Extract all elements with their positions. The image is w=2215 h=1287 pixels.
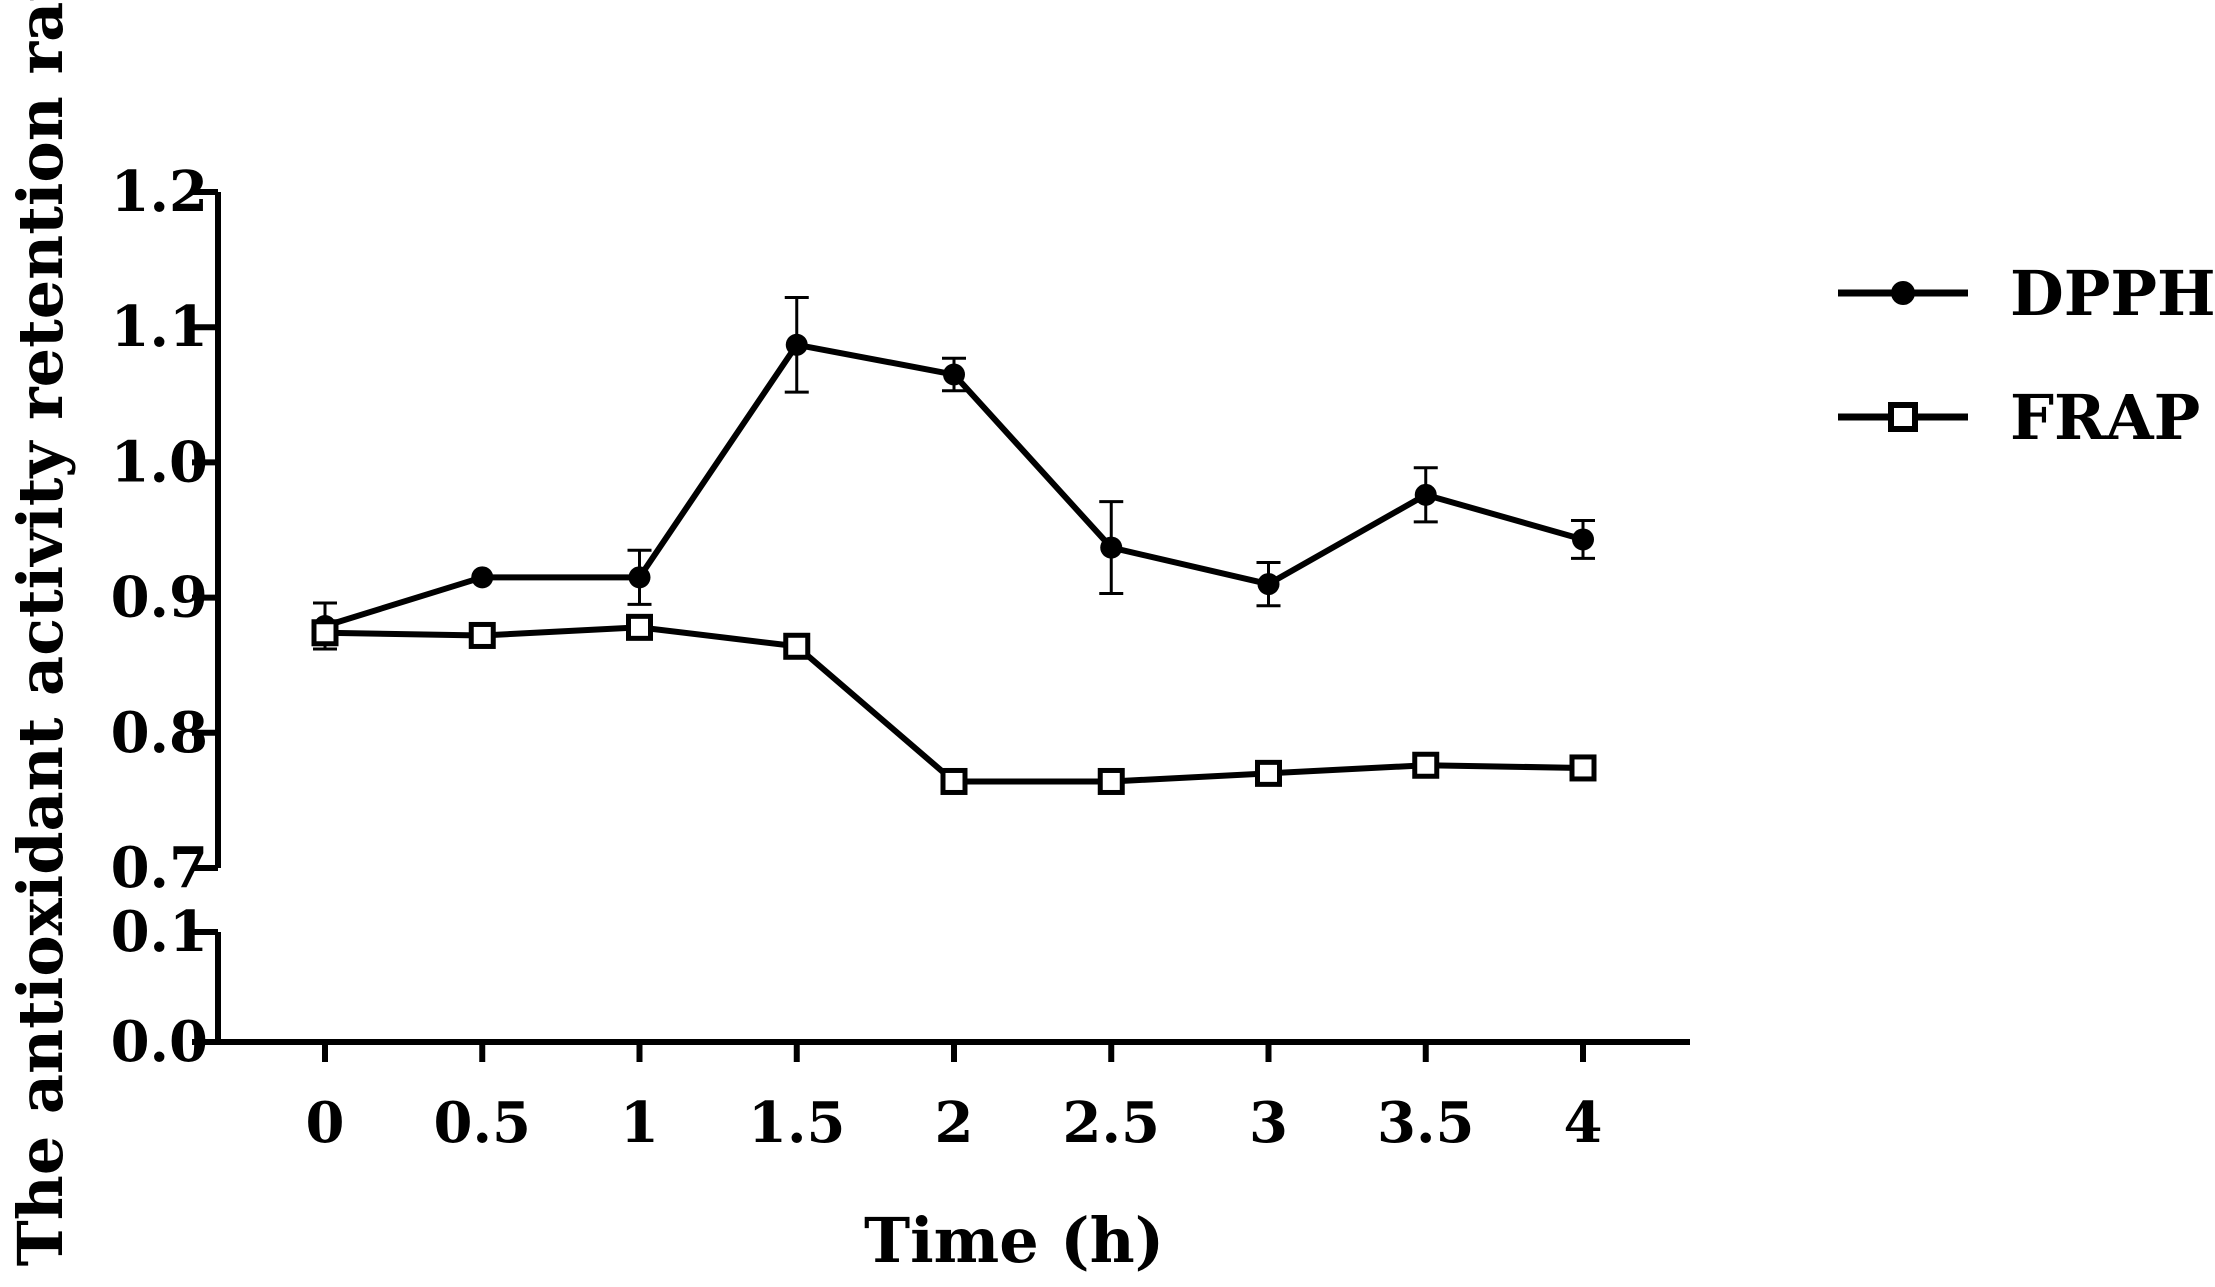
legend-dpph-label: DPPH <box>2010 257 2215 330</box>
data-point-dpph <box>628 566 651 589</box>
data-point-dpph <box>1572 528 1594 551</box>
x-tick-label: 0 <box>306 1090 345 1156</box>
y-tick-label: 0.9 <box>111 565 208 631</box>
y-tick-label: 0.0 <box>111 1009 208 1075</box>
data-point-frap <box>940 767 968 795</box>
legend-item-dpph: DPPH <box>1838 257 2215 330</box>
data-point-dpph <box>785 333 808 356</box>
data-point-frap <box>626 613 653 641</box>
series-line-frap <box>324 624 1584 785</box>
data-point-dpph <box>943 363 965 386</box>
x-tick-label: 1 <box>620 1090 659 1156</box>
y-tick-label: 0.7 <box>111 835 208 901</box>
axes-group <box>215 192 1690 1045</box>
x-tick-label: 2 <box>935 1090 974 1156</box>
y-axis-title: The antioxidant activity retention rate <box>4 0 77 1266</box>
legend: DPPH FRAP <box>1838 257 2215 454</box>
data-point-frap <box>468 621 496 649</box>
legend-frap-marker <box>1888 402 1918 432</box>
x-axis-title: Time (h) <box>864 1204 1164 1277</box>
data-point-frap <box>1412 751 1440 779</box>
data-point-frap <box>1569 754 1597 782</box>
data-point-dpph <box>1414 483 1437 506</box>
y-tick-label: 1.0 <box>111 429 208 495</box>
data-point-dpph <box>1257 573 1280 596</box>
x-tick-label: 4 <box>1564 1090 1603 1156</box>
legend-frap-label: FRAP <box>2010 381 2200 454</box>
data-point-frap <box>1255 759 1282 787</box>
y-tick-label: 0.8 <box>111 700 208 766</box>
y-tick-label: 0.1 <box>111 899 208 965</box>
series-group <box>311 295 1597 795</box>
data-point-dpph <box>1100 536 1123 559</box>
x-tick-label: 2.5 <box>1063 1090 1160 1156</box>
y-tick-label: 1.2 <box>111 159 208 225</box>
x-tick-label: 1.5 <box>748 1090 845 1156</box>
legend-dpph-marker <box>1891 281 1915 305</box>
data-point-frap <box>311 619 339 647</box>
data-point-frap <box>783 632 811 660</box>
data-point-dpph <box>471 566 494 589</box>
x-tick-label: 0.5 <box>434 1090 531 1156</box>
ticks-group: 0.7 0.8 0.9 1.0 1.1 1.2 0.0 0.1 0 0.5 1 1.5 2 2.5 3 3.5… <box>111 159 1603 1156</box>
data-point-frap <box>1097 767 1125 795</box>
x-tick-label: 3.5 <box>1377 1090 1474 1156</box>
x-tick-label: 3 <box>1249 1090 1288 1156</box>
legend-item-frap: FRAP <box>1838 381 2200 454</box>
y-tick-label: 1.1 <box>111 294 208 360</box>
